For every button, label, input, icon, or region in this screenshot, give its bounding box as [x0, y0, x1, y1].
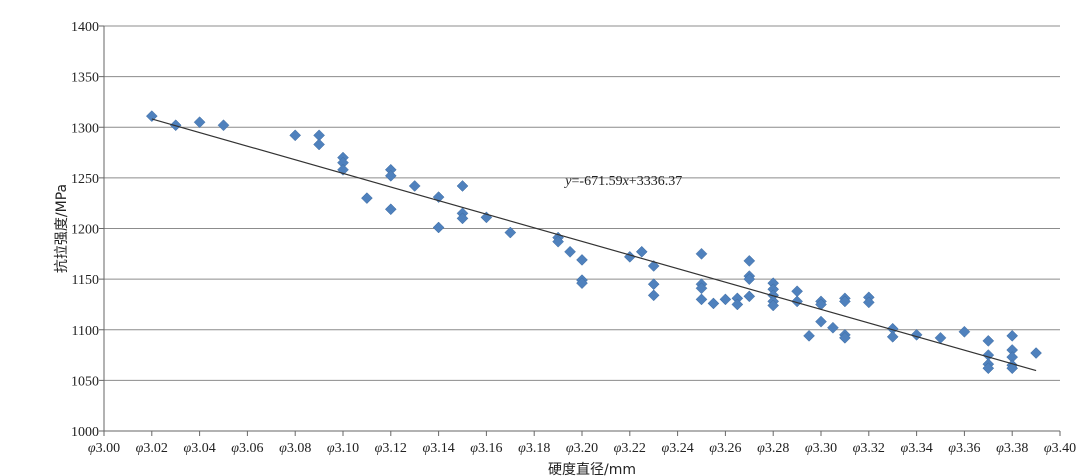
data-point: [791, 295, 803, 308]
data-point: [839, 295, 851, 308]
x-tick-label: φ3.28: [757, 441, 789, 456]
x-tick-label: φ3.24: [661, 441, 693, 456]
data-point: [384, 203, 397, 216]
data-point: [815, 315, 827, 328]
y-tick-label: 1050: [71, 374, 99, 389]
data-point: [767, 299, 780, 312]
x-tick-label: φ3.38: [996, 441, 1028, 456]
x-tick-label: φ3.32: [853, 441, 885, 456]
x-tick-label: φ3.36: [948, 441, 980, 456]
data-point: [803, 329, 815, 342]
data-point: [910, 328, 923, 341]
y-tick-label: 1100: [72, 324, 99, 339]
axes: [99, 25, 1061, 436]
data-point: [982, 362, 995, 375]
data-point: [408, 180, 421, 192]
y-axis-title: 抗拉强度/MPa: [54, 184, 70, 273]
data-point: [1006, 362, 1019, 375]
y-tick-label: 1300: [71, 121, 99, 136]
data-point: [743, 273, 756, 285]
x-tick-label: φ3.34: [900, 441, 932, 456]
data-point: [647, 260, 660, 272]
x-tick-label: φ3.06: [231, 441, 263, 456]
y-tick-label: 1000: [71, 425, 99, 440]
x-tick-label: φ3.12: [375, 441, 407, 456]
data-point: [743, 290, 756, 303]
data-point: [839, 331, 851, 344]
data-point: [504, 226, 517, 239]
data-point: [719, 293, 732, 306]
data-point: [743, 255, 756, 267]
data-point: [576, 254, 588, 266]
data-point: [791, 285, 803, 298]
data-point: [982, 335, 995, 347]
x-tick-label: φ3.20: [566, 441, 598, 456]
data-point: [958, 325, 971, 338]
data-point: [886, 330, 899, 343]
data-point: [217, 119, 230, 132]
x-tick-labels: φ3.00 φ3.02 φ3.04 φ3.06 φ3.08 φ3.10 φ3.12 φ3.14…: [88, 441, 1076, 456]
y-tick-label: 1250: [71, 172, 99, 187]
y-tick-label: 1150: [72, 273, 99, 288]
data-point: [1006, 329, 1019, 342]
x-tick-label: φ3.14: [422, 441, 454, 456]
data-point: [564, 245, 576, 258]
data-point: [862, 296, 875, 309]
trendline-equation: y=-671.59x+3336.37: [563, 174, 682, 189]
data-point: [635, 245, 648, 258]
data-point: [313, 138, 325, 151]
data-point: [695, 293, 708, 306]
data-point: [145, 110, 158, 122]
data-point: [456, 212, 469, 225]
data-point: [552, 235, 564, 248]
data-points: [145, 110, 1042, 375]
y-tick-labels: 1000 1050 1100 1150 1200 1250 1300 1350 1400: [71, 20, 99, 440]
x-axis-title: 硬度直径/mm: [548, 461, 636, 476]
x-tick-label: φ3.26: [709, 441, 741, 456]
data-point: [827, 321, 839, 334]
data-point: [289, 129, 302, 142]
gridlines: [104, 25, 1060, 381]
data-point: [576, 277, 588, 290]
x-tick-label: φ3.16: [470, 441, 502, 456]
data-point: [384, 169, 397, 182]
data-point: [731, 298, 744, 311]
y-tick-label: 1400: [71, 20, 99, 35]
data-point: [647, 289, 660, 302]
x-tick-label: φ3.02: [136, 441, 168, 456]
x-tick-label: φ3.04: [183, 441, 215, 456]
data-point: [432, 221, 445, 234]
y-tick-label: 1200: [71, 223, 99, 238]
data-point: [695, 247, 708, 260]
x-tick-label: φ3.00: [88, 441, 120, 456]
data-point: [456, 180, 469, 192]
data-point: [647, 278, 660, 291]
trendline-line: [151, 118, 1037, 372]
x-tick-label: φ3.30: [805, 441, 837, 456]
x-tick-label: φ3.18: [518, 441, 550, 456]
data-point: [361, 192, 373, 204]
x-tick-label: φ3.40: [1044, 441, 1076, 456]
data-point: [193, 116, 206, 129]
x-tick-label: φ3.10: [327, 441, 359, 456]
x-tick-label: φ3.22: [614, 441, 646, 456]
y-tick-label: 1350: [71, 71, 99, 86]
data-point: [707, 297, 720, 310]
data-point: [623, 250, 636, 263]
data-point: [1030, 347, 1042, 359]
trendline: [151, 118, 1037, 372]
data-point: [432, 191, 445, 203]
x-tick-label: φ3.08: [279, 441, 311, 456]
